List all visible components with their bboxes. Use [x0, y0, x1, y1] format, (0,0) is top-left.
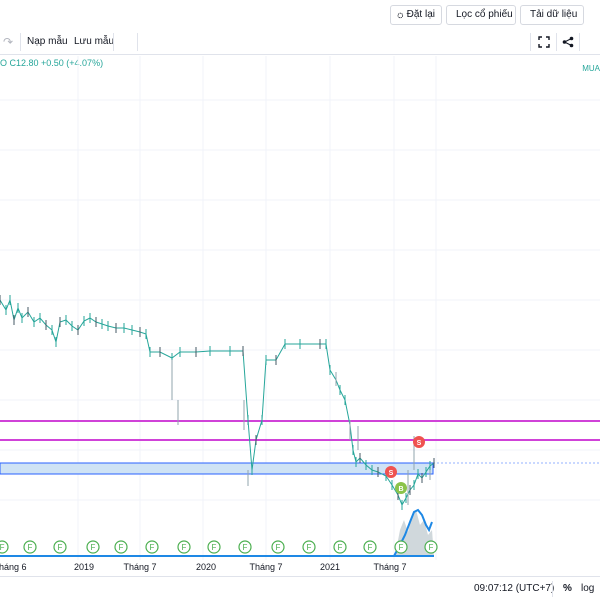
event-marker-label: F [150, 543, 155, 552]
download-data-button[interactable]: Tải dữ liệu [520, 5, 584, 25]
toolbar-divider [530, 33, 531, 51]
event-marker-label: F [368, 543, 373, 552]
event-marker [424, 540, 438, 554]
event-marker-label: F [58, 543, 63, 552]
support-zone [0, 462, 434, 475]
x-tick-label: Tháng 6 [0, 562, 27, 572]
toolbar-divider [556, 33, 557, 51]
event-marker-label: F [429, 543, 434, 552]
status-divider [552, 581, 553, 597]
reset-button[interactable]: Đặt lại [390, 5, 442, 25]
buy-signal [395, 482, 407, 494]
x-tick-label: 2020 [196, 562, 216, 572]
price-legend: O C12.80 +0.50 (+4.07%) [0, 58, 104, 68]
x-tick-label: Tháng 7 [123, 562, 156, 572]
event-marker-label: F [276, 543, 281, 552]
stock-filter-label: Lọc cổ phiếu [456, 9, 513, 20]
event-marker [207, 540, 221, 554]
event-marker [114, 540, 128, 554]
chart-toolbar: ↷ Nạp mẫu Lưu mẫu MUA [0, 30, 600, 73]
event-marker [363, 540, 377, 554]
x-tick-label: 2021 [320, 562, 340, 572]
top-bar: Đặt lại Lọc cổ phiếu Tải dữ liệu [0, 0, 600, 31]
event-marker [302, 540, 316, 554]
event-marker-label: F [0, 543, 5, 552]
toolbar-divider [579, 33, 580, 51]
reset-label: Đặt lại [406, 9, 435, 20]
event-marker-label: F [307, 543, 312, 552]
event-marker [145, 540, 159, 554]
event-marker-label: F [119, 543, 124, 552]
save-template-button[interactable]: Lưu mẫu [74, 36, 115, 47]
event-marker [271, 540, 285, 554]
event-marker [238, 540, 252, 554]
toolbar-divider [113, 33, 114, 51]
redo-icon[interactable]: ↷ [3, 35, 14, 49]
event-marker-label: F [243, 543, 248, 552]
event-marker-label: F [91, 543, 96, 552]
sell-signal [385, 466, 397, 478]
status-bar: 09:07:12 (UTC+7) % log [0, 576, 600, 601]
event-marker-label: F [28, 543, 33, 552]
toolbar-divider [137, 33, 138, 51]
download-data-label: Tải dữ liệu [530, 9, 578, 20]
buy-button[interactable]: MUA [582, 64, 600, 73]
event-marker-label: F [338, 543, 343, 552]
clock-readout: 09:07:12 (UTC+7) [474, 583, 555, 594]
reset-icon [397, 12, 404, 18]
load-template-button[interactable]: Nạp mẫu [27, 36, 68, 47]
percent-scale-toggle[interactable]: % [563, 583, 572, 594]
event-marker [333, 540, 347, 554]
sell-signal-label: S [417, 440, 422, 447]
volume-line [393, 508, 433, 557]
buy-signal-label: B [398, 486, 403, 493]
price-chart[interactable]: F F F F F F F F F F F F F F F S S B Tháng 6 2019 Tháng 7 2020… [0, 55, 600, 575]
event-marker [53, 540, 67, 554]
stock-filter-button[interactable]: Lọc cổ phiếu [446, 5, 516, 25]
event-marker [0, 540, 9, 554]
sell-signal-label: S [389, 470, 394, 477]
share-icon[interactable] [562, 36, 574, 48]
sell-signal [413, 436, 425, 448]
event-marker [177, 540, 191, 554]
toolbar-divider [20, 33, 21, 51]
event-marker-label: F [182, 543, 187, 552]
fullscreen-icon[interactable] [538, 36, 550, 48]
event-marker-label: F [212, 543, 217, 552]
x-tick-label: 2019 [74, 562, 94, 572]
event-marker [23, 540, 37, 554]
log-scale-toggle[interactable]: log [581, 583, 595, 594]
event-marker [394, 540, 408, 554]
event-marker-label: F [399, 543, 404, 552]
x-tick-label: Tháng 7 [249, 562, 282, 572]
event-marker [86, 540, 100, 554]
x-tick-label: Tháng 7 [373, 562, 406, 572]
